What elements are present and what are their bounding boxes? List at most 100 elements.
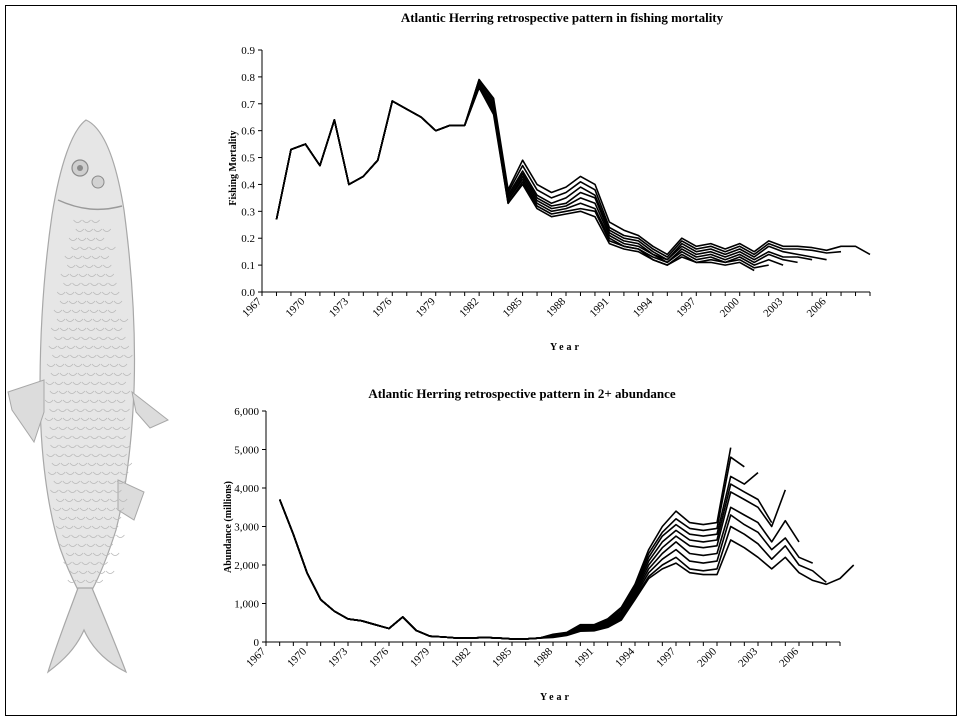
- y-tick-label: 0.7: [241, 99, 255, 111]
- fish-scale: [115, 354, 124, 358]
- fish-scale: [121, 408, 130, 412]
- fish-scale: [77, 300, 87, 304]
- fish-scale: [76, 390, 86, 394]
- series-line: [278, 499, 814, 640]
- x-tick-label: 1973: [327, 295, 351, 319]
- fish-scale: [71, 480, 81, 484]
- fish-scale: [95, 327, 105, 331]
- fish-scale: [71, 309, 81, 313]
- fish-scale: [100, 525, 110, 529]
- fish-scale: [89, 399, 99, 403]
- fish-scale: [85, 579, 95, 583]
- fish-scale: [54, 435, 63, 439]
- x-tick-label: 1970: [284, 295, 308, 319]
- fish-scale: [82, 363, 92, 367]
- fish-scale: [114, 462, 124, 466]
- fish-scale: [90, 282, 99, 286]
- x-tick-label: 1991: [572, 646, 596, 670]
- fish-scale: [104, 327, 114, 331]
- fish-scale: [68, 444, 77, 448]
- fish-scale: [87, 273, 97, 277]
- fish-scale: [67, 264, 76, 268]
- fish-scale: [104, 372, 114, 376]
- fish-scale: [64, 525, 74, 529]
- fish-scale: [94, 390, 104, 394]
- series-line: [275, 86, 755, 272]
- x-tick-label: 1985: [501, 295, 525, 319]
- fish-scale: [119, 318, 129, 322]
- fish-scale: [101, 318, 111, 322]
- fish-scale: [55, 525, 65, 529]
- fish-scale: [117, 381, 127, 385]
- fish-scale: [94, 516, 104, 520]
- y-tick-label: 0.4: [241, 179, 255, 191]
- fish-scale: [108, 336, 117, 340]
- x-tick-label: 1982: [457, 296, 481, 320]
- fish-scale: [103, 390, 113, 394]
- fish-scale: [79, 354, 88, 358]
- fish-scale: [54, 381, 64, 385]
- fish-scale: [107, 417, 117, 421]
- fish-scale: [102, 345, 112, 349]
- fish-scale: [59, 444, 68, 448]
- fish-scale: [95, 300, 105, 304]
- fish-scale: [110, 552, 120, 556]
- fish-scale: [116, 480, 126, 484]
- fish-scale: [64, 453, 73, 457]
- fish-scale: [64, 363, 74, 367]
- fish-scale: [76, 579, 86, 583]
- fish-scale: [58, 390, 68, 394]
- series-line: [275, 84, 798, 264]
- fish-scale: [113, 327, 123, 331]
- fish-scale: [78, 570, 88, 574]
- fish-scale: [63, 561, 72, 565]
- fish-scale: [53, 399, 63, 403]
- y-tick-label: 0.3: [241, 206, 255, 218]
- fish-scale: [73, 255, 83, 259]
- figure-frame: [5, 5, 957, 716]
- fish-scale: [44, 399, 54, 403]
- fish-scale: [91, 453, 100, 457]
- fish-scale: [62, 399, 72, 403]
- fish-scale: [66, 345, 76, 349]
- fish-scale: [86, 372, 96, 376]
- series-line: [275, 81, 827, 261]
- fish-scale: [100, 255, 110, 259]
- series-line: [278, 447, 732, 640]
- fish-tail: [46, 587, 128, 674]
- x-tick-label: 1988: [544, 295, 568, 319]
- fish-scale: [84, 345, 94, 349]
- fish-scale: [105, 273, 115, 277]
- x-tick-labels: 1967 1970 1973 1976 1979 1982 1985 1988 1991 1994…: [240, 295, 829, 319]
- y-tick-label: 0.2: [241, 233, 255, 245]
- x-tick-label: 1997: [674, 295, 698, 319]
- y-tick-label: 3,000: [234, 522, 259, 534]
- series-lines: [275, 78, 871, 272]
- fish-scale: [81, 381, 91, 385]
- fish-scale: [62, 417, 72, 421]
- fish-scale: [86, 237, 96, 241]
- fish-scale: [56, 471, 66, 475]
- fish-scale: [91, 498, 101, 502]
- fish-scale: [56, 318, 66, 322]
- fish-scale: [77, 372, 87, 376]
- x-tick-label: 1994: [613, 645, 637, 669]
- fish-scale: [77, 489, 86, 493]
- fish-scale: [49, 426, 58, 430]
- fish-scale: [94, 408, 103, 412]
- x-tick-label: 2006: [777, 645, 801, 669]
- fish-scale: [55, 498, 65, 502]
- fish-scale: [80, 417, 90, 421]
- fish-scale: [59, 489, 68, 493]
- y-axis-label: Abundance (millions): [223, 481, 234, 573]
- fish-scale: [116, 399, 126, 403]
- fish-scale: [113, 300, 123, 304]
- fish-scale: [113, 372, 123, 376]
- fish-scale: [80, 399, 90, 403]
- fish-scale: [76, 408, 85, 412]
- fish-scale: [77, 444, 86, 448]
- fish-scale: [61, 354, 70, 358]
- fish-scale: [101, 552, 111, 556]
- x-tick-label: 1994: [631, 295, 655, 319]
- fish-scale: [71, 246, 80, 250]
